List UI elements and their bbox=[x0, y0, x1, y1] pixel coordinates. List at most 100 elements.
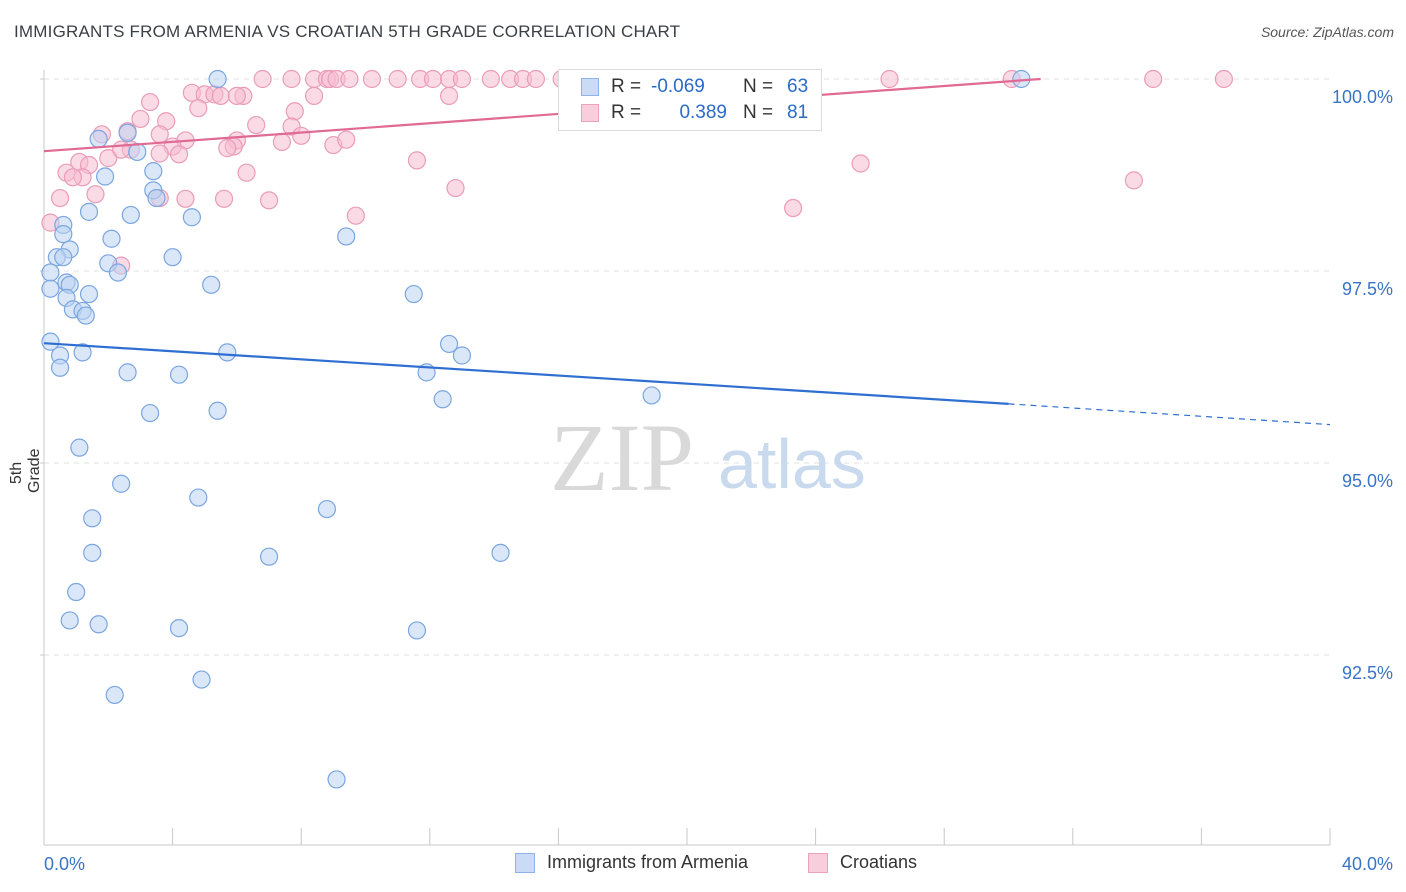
armenia-point bbox=[642, 386, 661, 405]
croatians-point bbox=[282, 69, 301, 89]
armenia-point bbox=[70, 438, 89, 457]
x-tick-label: 40.0% bbox=[1342, 854, 1393, 874]
croatians-point bbox=[446, 178, 465, 198]
watermark-atlas: atlas bbox=[718, 425, 866, 503]
armenia-point bbox=[102, 229, 121, 248]
armenia-point bbox=[407, 621, 427, 640]
armenia-point bbox=[79, 202, 99, 221]
armenia-point bbox=[41, 279, 60, 298]
croatians-point bbox=[783, 198, 803, 218]
legend-swatch-blue bbox=[581, 78, 599, 96]
croatians-point bbox=[253, 69, 272, 89]
armenia-point bbox=[41, 263, 60, 282]
armenia-point bbox=[50, 358, 70, 377]
croatians-point bbox=[227, 86, 246, 105]
armenia-point bbox=[144, 162, 163, 181]
croatians-point bbox=[346, 206, 365, 225]
armenia-point bbox=[433, 390, 452, 409]
croatians-point bbox=[150, 144, 169, 163]
armenia-point bbox=[147, 188, 166, 208]
croatians-point bbox=[259, 191, 279, 210]
armenia-point bbox=[112, 474, 131, 493]
armenia-point bbox=[218, 343, 237, 362]
bottom-legend-swatch-blue bbox=[515, 852, 535, 873]
legend-n-label: N = bbox=[743, 102, 774, 123]
stats-legend: R = -0.069 N = 63 R = 0.389 N = 81 bbox=[558, 69, 822, 131]
croatians-point bbox=[388, 69, 407, 89]
armenia-point bbox=[79, 284, 99, 304]
armenia-point bbox=[202, 275, 221, 294]
croatians-point bbox=[63, 168, 83, 187]
croatians-point bbox=[218, 139, 237, 158]
armenia-point bbox=[60, 611, 79, 630]
armenia-point bbox=[67, 582, 86, 602]
bottom-legend-label-croatians: Croatians bbox=[840, 852, 918, 872]
armenia-point bbox=[327, 770, 346, 789]
armenia-point bbox=[182, 208, 201, 227]
armenia-point bbox=[89, 615, 108, 634]
croatians-point bbox=[292, 126, 311, 145]
croatians-point bbox=[176, 189, 195, 208]
chart-title: IMMIGRANTS FROM ARMENIA VS CROATIAN 5TH … bbox=[14, 22, 681, 41]
armenia-point bbox=[118, 363, 137, 382]
croatians-point bbox=[237, 163, 256, 182]
bottom-legend-label-armenia: Immigrants from Armenia bbox=[547, 852, 749, 872]
armenia-point bbox=[54, 225, 73, 244]
legend-row-armenia: R = -0.069 N = 63 bbox=[581, 76, 808, 98]
armenia-point bbox=[54, 248, 73, 267]
croatians-point bbox=[880, 69, 899, 89]
y-tick-label: 100.0% bbox=[1332, 87, 1393, 107]
armenia-point bbox=[439, 334, 459, 354]
armenia-point bbox=[95, 167, 115, 186]
croatians-point bbox=[851, 154, 870, 173]
croatians-point bbox=[1214, 69, 1234, 89]
armenia-point bbox=[83, 543, 102, 562]
legend-row-croatians: R = 0.389 N = 81 bbox=[581, 102, 808, 124]
croatians-point bbox=[439, 86, 459, 105]
croatians-point bbox=[362, 69, 382, 89]
armenia-point bbox=[163, 248, 182, 267]
croatians-point bbox=[340, 69, 359, 89]
legend-n-label: N = bbox=[743, 76, 774, 97]
armenia-point bbox=[192, 670, 211, 689]
armenia-point bbox=[83, 509, 102, 528]
legend-r-value: 0.389 bbox=[679, 102, 727, 123]
armenia-point bbox=[452, 346, 472, 365]
armenia-points bbox=[41, 69, 1031, 789]
armenia-point bbox=[89, 129, 108, 149]
croatians-point bbox=[189, 99, 208, 118]
armenia-point bbox=[121, 205, 140, 225]
y-tick-label: 95.0% bbox=[1342, 471, 1393, 491]
croatians-point bbox=[337, 130, 356, 149]
tick-labels: 100.0% 97.5% 95.0% 92.5% 0.0% 40.0% bbox=[44, 87, 1393, 874]
armenia-point bbox=[169, 619, 189, 638]
bottom-legend-croatians: Croatians bbox=[808, 852, 917, 873]
armenia-point bbox=[491, 543, 510, 562]
armenia-point bbox=[140, 403, 160, 423]
croatians-point bbox=[169, 145, 189, 164]
legend-r-label: R = bbox=[611, 76, 642, 97]
legend-r-value: -0.069 bbox=[651, 76, 705, 97]
croatians-point bbox=[452, 69, 472, 89]
bottom-legend-swatch-pink bbox=[808, 852, 828, 873]
croatians-point bbox=[112, 140, 131, 159]
legend-r-label: R = bbox=[611, 102, 642, 123]
legend-n-value: 63 bbox=[787, 76, 809, 97]
y-tick-label: 92.5% bbox=[1342, 663, 1393, 683]
croatians-point bbox=[272, 132, 292, 152]
gridlines bbox=[44, 78, 1330, 656]
armenia-point bbox=[41, 332, 60, 351]
armenia-point bbox=[208, 401, 227, 420]
armenia-point bbox=[105, 685, 124, 705]
croatians-point bbox=[150, 125, 169, 144]
watermark-zip: ZIP bbox=[550, 404, 694, 511]
y-tick-label: 97.5% bbox=[1342, 279, 1393, 299]
croatians-point bbox=[140, 92, 160, 112]
croatians-point bbox=[481, 69, 500, 89]
croatians-point bbox=[526, 69, 545, 89]
armenia-point bbox=[259, 547, 279, 566]
croatians-point bbox=[99, 149, 118, 168]
croatians-point bbox=[1124, 171, 1143, 190]
x-tick-label: 0.0% bbox=[44, 854, 85, 874]
